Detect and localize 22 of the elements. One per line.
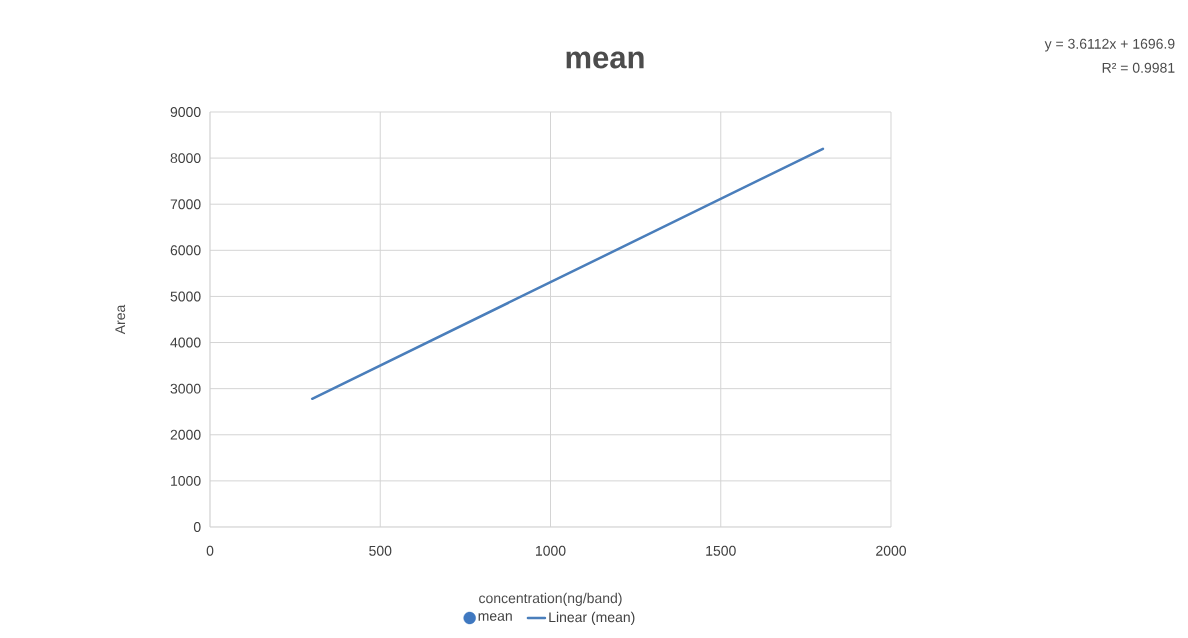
x-tick-label: 1500	[706, 545, 736, 556]
text: y = 3.6112x + 1696.9	[1044, 38, 1175, 52]
legend-label: Linear (mean)	[549, 611, 635, 625]
x-tick-label: 1000	[536, 545, 566, 556]
y-tick-label: 3000	[170, 383, 201, 394]
x-tick-label: 2000	[876, 545, 907, 556]
y-tick-label: 7000	[170, 199, 201, 210]
legend-label: mean	[478, 613, 512, 621]
chart-title: mean	[566, 51, 644, 69]
y-tick-label: 6000	[170, 245, 201, 256]
y-tick-label: 9000	[170, 107, 201, 117]
x-axis-title: concentration(ng/band)	[479, 592, 622, 606]
y-tick-label: 0	[193, 522, 201, 532]
x-tick-label: 500	[369, 545, 392, 556]
y-tick-label: 1000	[171, 475, 201, 486]
y-axis-title: Area	[115, 304, 126, 335]
y-tick-label: 2000	[170, 429, 201, 440]
y-tick-label: 5000	[170, 291, 201, 302]
x-tick-label: 0	[206, 545, 214, 556]
text: R² = 0.9981	[1102, 62, 1175, 73]
y-tick-label: 8000	[170, 153, 201, 164]
y-tick-label: 4000	[170, 337, 201, 348]
